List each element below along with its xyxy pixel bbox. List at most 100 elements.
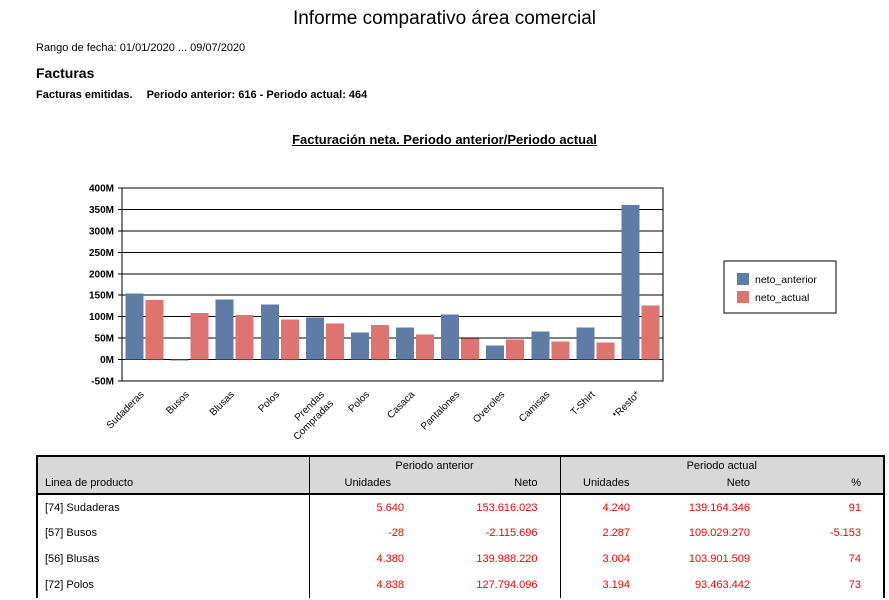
legend-label-neto_anterior: neto_anterior (755, 274, 817, 286)
chart-title: Facturación neta. Periodo anterior/Perio… (292, 132, 597, 147)
x-axis-label: *Resto* (611, 389, 643, 421)
y-axis-label: 400M (89, 184, 114, 195)
bar-neto_actual-9 (551, 341, 570, 360)
bar-neto_actual-11 (641, 305, 660, 360)
cell-value: 3.194 (559, 572, 652, 598)
y-axis-label: 250M (89, 248, 114, 259)
report-title: Informe comparativo área comercial (292, 8, 597, 29)
cell-producto: [57] Busos (45, 527, 97, 539)
bar-neto_anterior-5 (350, 332, 369, 360)
y-axis-label: 0M (100, 355, 114, 366)
x-axis-label: Polos (256, 389, 281, 414)
column-header-neto-actual: Neto (652, 473, 772, 494)
cell-value: 93.463.442 (694, 579, 750, 591)
y-axis-label: 350M (89, 205, 114, 216)
group-header-periodo-anterior: Periodo anterior (308, 456, 560, 473)
cell-value: 4.240 (559, 494, 652, 520)
cell-value: -5.153 (829, 527, 862, 539)
column-header-linea-de-producto: Linea de producto (37, 473, 309, 494)
table-row: [74] Sudaderas 5.640 153.616.023 4.240 139.1… (37, 494, 884, 520)
table-body: [74] Sudaderas 5.640 153.616.023 4.240 139.1… (37, 494, 884, 598)
cell-value: 74 (848, 553, 862, 565)
cell-value: 127.794.096 (476, 579, 538, 591)
column-header-unidades-anterior: Unidades (308, 473, 426, 494)
x-axis-label: Pantalones (419, 389, 462, 432)
cell-value: 109.029.270 (688, 527, 750, 539)
bar-neto_anterior-1 (170, 359, 189, 361)
cell-value: 139.988.220 (476, 553, 538, 565)
invoices-summary-prefix: Facturas emitidas. (36, 89, 133, 101)
cell-value: 4.838 (308, 572, 426, 598)
cell-value: -2.115.696 (485, 527, 538, 539)
x-axis-label: Casaca (385, 389, 417, 421)
bar-neto_actual-5 (370, 325, 389, 360)
legend-box (723, 260, 837, 314)
cell-value: 153.616.023 (476, 501, 538, 514)
bar-neto_actual-2 (235, 314, 254, 360)
x-axis-label: Busos (164, 389, 191, 416)
net-billing-bar-chart: 400M 350M 300M 250M 200M 150M 100M 50M 0M -50MSud… (89, 184, 837, 443)
column-header-neto-anterior: Neto (426, 473, 560, 494)
invoices-summary-detail: Periodo anterior: 616 - Periodo actual: … (146, 89, 368, 101)
bar-neto_anterior-2 (215, 299, 234, 360)
bar-neto_anterior-0 (125, 293, 144, 360)
x-axis-label: Overoles (471, 389, 507, 425)
bar-neto_actual-3 (280, 319, 299, 360)
cell-producto: [72] Polos (45, 579, 94, 591)
bar-neto_anterior-4 (305, 317, 324, 360)
cell-value: -28 (308, 520, 426, 546)
x-axis-label: Blusas (208, 389, 237, 418)
cell-value: 4.380 (308, 546, 426, 572)
table-header: Periodo anterior Periodo actual Linea de… (37, 456, 885, 494)
y-axis-label: -50M (91, 377, 114, 388)
cell-producto: [56] Blusas (45, 553, 100, 565)
bar-neto_actual-1 (190, 312, 209, 360)
y-axis-label: 50M (95, 334, 114, 345)
product-comparison-table: Periodo anterior Periodo actual Linea de… (36, 455, 886, 598)
bar-neto_actual-8 (506, 339, 525, 360)
y-axis-label: 200M (89, 269, 114, 280)
bar-neto_anterior-11 (621, 205, 640, 360)
cell-value: 5.640 (308, 494, 426, 520)
header-corner (37, 456, 309, 473)
column-header-percent: % (772, 473, 885, 494)
x-axis-label: T-Shirt (569, 389, 598, 418)
bar-neto_anterior-8 (486, 345, 505, 360)
bar-neto_actual-4 (325, 323, 344, 360)
bar-neto_actual-0 (145, 299, 164, 360)
bar-neto_anterior-7 (441, 314, 460, 360)
cell-value: 139.164.346 (688, 501, 750, 514)
cell-value: 91 (848, 501, 862, 514)
x-axis-label: Camisas (517, 389, 552, 424)
bar-neto_actual-10 (596, 342, 615, 360)
column-header-unidades-actual: Unidades (559, 473, 652, 494)
table-row: [57] Busos -28 -2.115.696 2.287 109.029.270 -… (37, 520, 884, 546)
x-axis-label: Polos (347, 389, 372, 414)
table-row: [72] Polos 4.838 127.794.096 3.194 93.463.44… (37, 572, 884, 598)
legend-swatch-neto_actual (737, 291, 749, 303)
plot-border (121, 187, 664, 382)
bar-neto_anterior-9 (531, 331, 550, 360)
y-axis-label: 100M (89, 312, 114, 323)
cell-value: 3.004 (559, 546, 652, 572)
cell-value: 103.901.509 (688, 553, 750, 565)
section-title: Facturas (36, 65, 95, 81)
bar-neto_actual-7 (461, 338, 480, 360)
bar-neto_anterior-10 (576, 327, 595, 360)
legend-swatch-neto_anterior (737, 273, 749, 285)
y-axis-label: 300M (89, 226, 114, 237)
invoices-summary: Facturas emitidas. Periodo anterior: 616 … (36, 89, 367, 101)
bar-neto_anterior-6 (396, 327, 414, 360)
bar-neto_anterior-3 (260, 304, 279, 360)
x-axis-label: Sudaderas (105, 389, 147, 431)
y-axis-label: 150M (89, 291, 114, 302)
cell-value: 2.287 (559, 520, 652, 546)
cell-producto: [74] Sudaderas (45, 501, 120, 514)
date-range: Rango de fecha: 01/01/2020 ... 09/07/202… (36, 42, 246, 54)
cell-value: 73 (848, 579, 862, 591)
group-header-periodo-actual: Periodo actual (559, 456, 885, 473)
bar-neto_actual-6 (416, 334, 434, 360)
table-row: [56] Blusas 4.380 139.988.220 3.004 103.901.… (37, 546, 884, 572)
legend-label-neto_actual: neto_actual (755, 292, 809, 304)
